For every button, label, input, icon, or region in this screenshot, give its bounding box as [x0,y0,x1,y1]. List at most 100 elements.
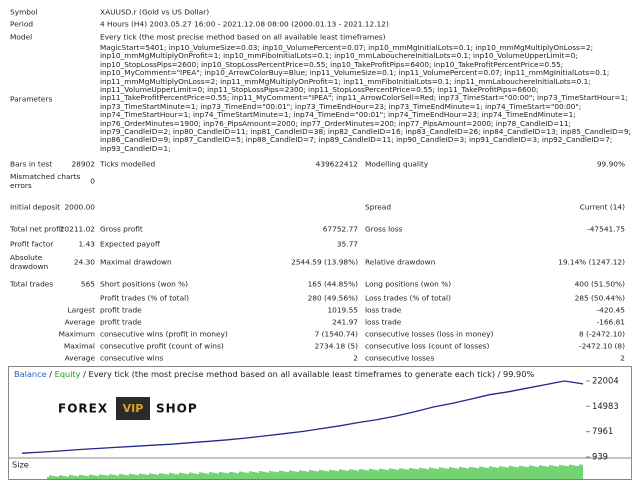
watermark-left: FOREX [58,402,108,416]
parameter-line: inp11_mmMgMultiplyOnLoss=2; inp11_mmMgMu… [100,76,591,86]
stat-label: Loss trades (% of total) [365,293,451,303]
stat-value: Average [64,317,95,327]
y-tick-label: 939 [592,452,608,462]
stat-label: Spread [365,202,392,212]
stat-value: 565 [80,279,95,289]
row-label: Symbol [10,7,38,17]
stat-label: Initial deposit [10,202,61,212]
y-tick-label: 7961 [592,426,613,436]
parameter-line: inp79_CandleID=2; inp80_CandleID=11; inp… [100,127,631,137]
stat-label: Mismatched charts errors [10,172,81,190]
chart-header: Balance / Equity / Every tick (the most … [14,369,534,379]
row-label: Model [10,32,33,42]
stat-value: Maximal [63,341,95,351]
stat-value: Average [64,353,95,363]
stat-value: -2472.10 (8) [578,341,625,351]
stat-label: Profit factor [10,239,54,249]
stat-label: Gross profit [100,224,143,234]
stat-value: -47541.75 [587,224,625,234]
stat-label: consecutive wins [100,353,164,363]
separator: / [498,369,501,379]
stat-value: 241.97 [332,317,358,327]
stat-label: consecutive losses [365,353,435,363]
stat-label: consecutive loss (count of losses) [365,341,490,351]
stat-value: 2 [353,353,358,363]
legend-balance: Balance [14,369,47,379]
stat-label: profit trade [100,317,142,327]
parameter-line: inp86_CandleID=9; inp87_CandleID=5; inp8… [100,135,613,145]
separator: / [49,369,52,379]
stat-value: 99.90% [596,159,625,169]
size-label: Size [12,460,29,470]
watermark-badge-bg [116,397,150,420]
stat-label: consecutive profit (count of wins) [100,341,224,351]
stat-label: Gross loss [365,224,403,234]
stat-label: Long positions (won %) [365,279,452,289]
y-tick-label: 22004 [592,376,619,386]
stat-label: Profit trades (% of total) [100,293,190,303]
parameter-line: inp73_TimeStartMinute=1; inp73_TimeEnd="… [100,101,582,111]
stat-value: 2734.18 (5) [314,341,358,351]
stat-label: Maximal drawdown [100,257,172,267]
separator: / [83,369,86,379]
parameter-line: inp76_OrderMinutes=1900; inp76_PipsAmoun… [100,118,571,128]
stat-label: consecutive losses (loss in money) [365,329,494,339]
stat-value: 280 (49.56%) [307,293,358,303]
stat-label: profit trade [100,305,142,315]
stat-value: -166.81 [596,317,625,327]
stat-value: 165 (44.85%) [307,279,358,289]
stat-value: 7 (1540.74) [314,329,358,339]
stat-label: Total net profit [10,224,64,234]
stat-value: -420.45 [596,305,625,315]
parameter-line: inp11_TakeProfitPercentPrice=0.55; inp11… [100,93,628,103]
stat-value: Maximum [58,329,95,339]
row-label: Period [10,19,34,29]
stat-value: 2 [620,353,625,363]
parameter-line: MagicStart=5401; inp10_VolumeSize=0.03; … [100,43,594,52]
parameter-line: inp93_CandleID=1; [100,143,171,153]
stat-label: Ticks modelled [100,159,156,169]
stat-value: 1019.55 [327,305,358,315]
stat-value: 1.43 [78,239,95,249]
legend-equity: Equity [55,369,81,379]
stat-value: 285 (50.44%) [574,293,625,303]
parameter-line: inp11_VolumeUpperLimit=0; inp11_StopLoss… [100,85,539,95]
stat-label: loss trade [365,317,402,327]
watermark-badge: VIP [123,402,144,415]
stat-label: Bars in test [10,159,53,169]
stat-label: loss trade [365,305,402,315]
parameter-line: inp10_mmMgMultiplyOnProfit=1; inp10_mmFi… [100,51,578,61]
stat-value: Current (14) [579,202,625,212]
stat-value: 20211.02 [59,224,95,234]
stat-value: 400 (51.50%) [574,279,625,289]
stat-label: Total trades [10,279,54,289]
stat-value: 0 [90,176,95,186]
row-value: 4 Hours (H4) 2003.05.27 16:00 - 2021.12.… [100,19,389,29]
stat-value: Largest [67,305,95,315]
chart-subtitle: Every tick (the most precise method base… [89,369,496,379]
stat-label: Expected payoff [100,239,161,249]
parameters-block: MagicStart=5401; inp10_VolumeSize=0.03; … [100,43,631,153]
modelling-quality: 99.90% [503,369,534,379]
stat-value: 2544.59 (13.98%) [291,257,358,267]
stat-value: 439622412 [315,159,358,169]
chart-frame [8,366,632,480]
stat-value: 8 (-2472.10) [578,329,625,339]
row-value: Every tick (the most precise method base… [100,32,386,42]
balance-chart: Balance / Equity / Every tick (the most … [8,366,632,480]
parameter-line: inp10_StopLossPips=2600; inp10_StopLossP… [100,59,564,69]
stat-label: Relative drawdown [365,257,436,267]
stat-value: 35.77 [336,239,358,249]
stat-value: 24.30 [73,257,95,267]
parameter-line: inp10_MyComment="IPEA"; inp10_ArrowColor… [100,68,610,78]
stat-value: 19.14% (1247.12) [558,257,625,267]
row-label: Parameters [10,94,53,104]
balance-line [21,380,584,454]
stat-label: Absolute drawdown [10,253,49,271]
stat-label: Modelling quality [365,159,429,169]
stat-label: Short positions (won %) [100,279,189,289]
parameter-line: inp74_TimeStartHour=1; inp74_TimeStartMi… [100,110,576,120]
watermark-right: SHOP [156,402,198,416]
stat-value: 67752.77 [322,224,358,234]
